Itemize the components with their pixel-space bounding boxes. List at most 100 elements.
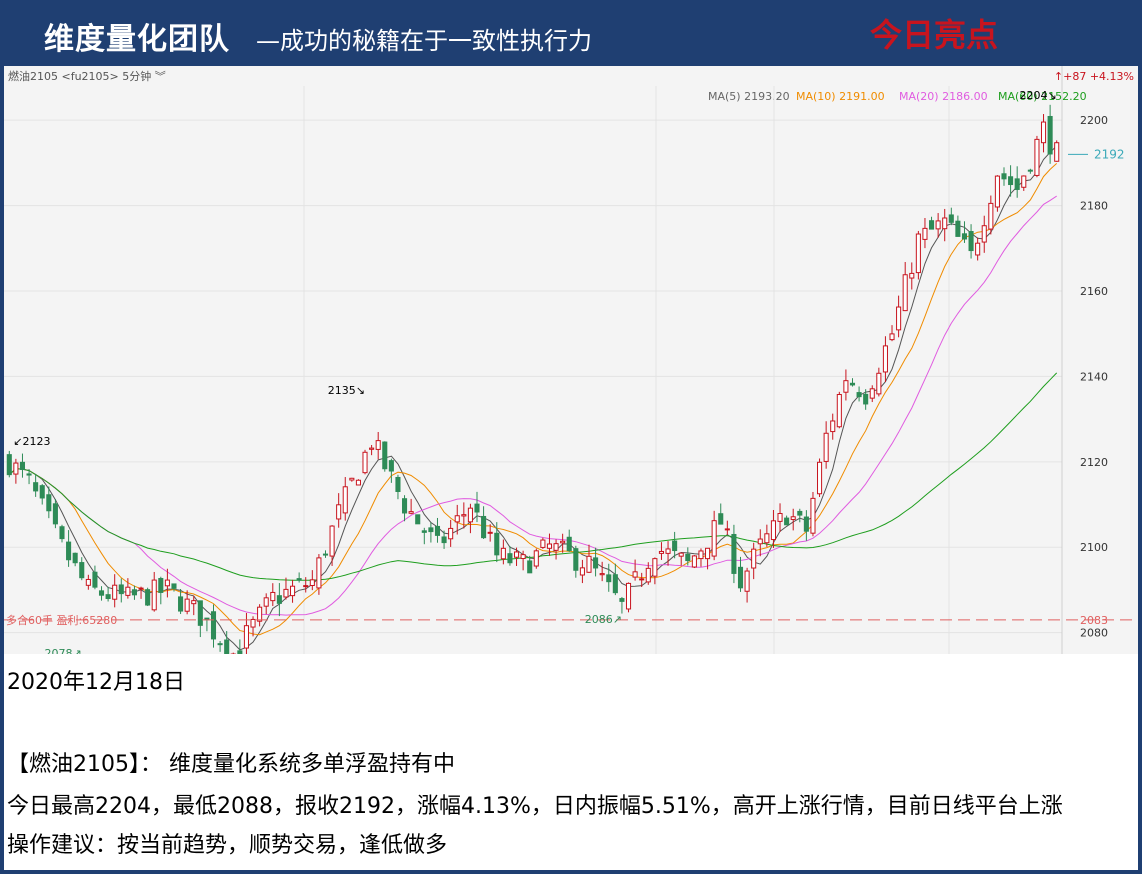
candle [408,498,414,515]
candle [19,453,26,478]
candle [981,215,987,253]
legend-ma20: MA(20) 2186.00 [899,90,988,103]
candle [494,522,500,563]
candle [362,449,368,475]
ma10-line [8,163,1058,636]
ma20-line [8,195,1057,616]
candle [856,386,862,402]
chart-panel: 燃油2105 <fu2105> 5分钟 ︾ ↑+87 +4.13% MA(5) … [4,66,1138,686]
candle [724,520,730,535]
candle [434,517,441,543]
candle [467,503,473,534]
candle [744,567,750,603]
candlestick-chart[interactable]: 燃油2105 <fu2105> 5分钟 ︾ ↑+87 +4.13% MA(5) … [4,66,1138,686]
candle [625,582,632,613]
candle [105,586,111,602]
candle [125,578,131,599]
candle [731,524,737,584]
candle [645,562,651,585]
candle [968,224,974,259]
candle [1047,104,1053,164]
candle [316,554,322,595]
candle [691,555,697,569]
candle [164,568,170,598]
candle [849,378,856,387]
candle [527,555,533,574]
candle [303,577,309,593]
candle [810,491,816,537]
candle [72,552,78,567]
candle [85,574,91,590]
candle [546,533,553,556]
y-tick-label: 2080 [1080,627,1108,640]
candle [737,556,744,592]
candle [481,506,487,539]
candle [191,595,197,616]
candle [342,477,348,521]
candle [994,175,1000,212]
candle [961,221,968,243]
candle [98,586,105,601]
ma60-line [8,372,1058,581]
y-tick-label: 2160 [1080,285,1108,298]
candle [678,552,684,566]
candle [533,548,539,569]
candle [197,600,203,638]
candle [257,604,263,627]
candle [705,547,711,570]
candle [461,502,467,529]
candle [309,570,315,591]
y-tick-label: 2200 [1080,114,1108,127]
candle [935,213,941,238]
team-brand: 维度量化团队 [44,22,230,57]
candle [975,237,981,261]
high-annotation: 2135↘ [328,384,365,397]
position-price-label: 2083 [1080,614,1108,627]
candle [1001,167,1007,186]
candle [92,565,98,590]
legend-ma10: MA(10) 2191.00 [796,90,885,103]
summary-advice: 操作建议：按当前趋势，顺势交易，逢低做多 [7,833,448,858]
candle [388,458,394,483]
candle [349,477,355,482]
candle [500,539,506,565]
candle [612,563,618,596]
candle [158,576,164,605]
candle [151,571,157,612]
candle [843,369,849,401]
candle [1008,165,1014,197]
header-bar: 维度量化团队 —成功的秘籍在于一致性执行力 今日亮点 [0,0,1142,66]
candle [1034,135,1040,178]
candle [355,479,361,486]
candle [138,586,144,599]
candle [586,544,592,573]
candle [428,522,434,543]
candle [112,574,118,608]
candle [6,450,12,478]
candle [948,207,954,226]
candle [553,539,559,560]
candle [869,385,875,403]
current-price-label: 2192 [1094,147,1125,161]
candle [770,509,776,548]
candle [178,588,184,615]
candle [507,546,513,566]
candle [369,444,375,456]
symbol-label[interactable]: 燃油2105 <fu2105> 5分钟 ︾ [8,69,166,83]
candle [784,515,790,526]
candle [131,585,137,600]
candle [685,547,691,566]
candle [421,527,427,545]
candle [830,413,836,440]
candle [882,336,888,383]
candle [454,504,460,535]
candle [876,367,882,397]
low-annotation: 2086↗ [585,613,622,626]
candle [66,530,72,567]
y-tick-label: 2100 [1080,541,1108,554]
candle [270,583,276,607]
candle [619,596,625,614]
candle [757,529,763,557]
position-label: 多合60手 盈利:65280 [6,613,117,627]
candle [118,578,124,603]
